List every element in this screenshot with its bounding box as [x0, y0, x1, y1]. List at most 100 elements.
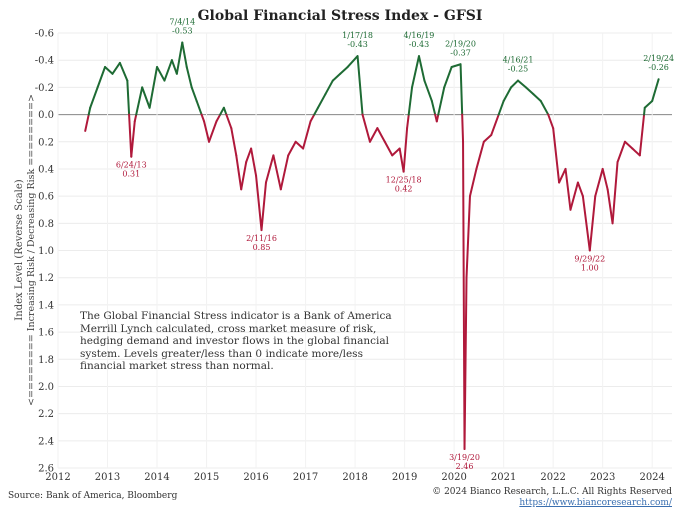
x-tick-label: 2012 — [45, 472, 70, 483]
website-link[interactable]: https://www.biancoresearch.com/ — [519, 498, 672, 508]
series-segment — [651, 78, 660, 102]
series-segment — [156, 65, 166, 82]
y-tick-label: 0.6 — [38, 192, 54, 203]
y-tick-label: 1.6 — [38, 328, 54, 339]
annotation-value: -0.43 — [347, 40, 368, 49]
series-segment — [588, 195, 597, 252]
series-segment — [89, 86, 99, 109]
series-segment — [264, 154, 275, 184]
annotation-value: 2.46 — [456, 462, 474, 471]
series-segment — [482, 133, 493, 143]
series-segment — [346, 55, 359, 68]
annotation-value: -0.53 — [172, 27, 193, 36]
series-segment — [148, 65, 159, 109]
series-segment — [594, 167, 604, 198]
y-tick-label: 0.8 — [38, 219, 54, 230]
series-segment — [208, 120, 218, 143]
series-segment — [163, 59, 173, 82]
annotation-date: 6/24/13 — [116, 161, 147, 170]
series-segment — [313, 106, 319, 116]
series-segment — [279, 154, 290, 191]
series-segment — [128, 113, 133, 158]
series-segment — [181, 41, 188, 68]
series-segment — [135, 86, 144, 116]
series-segment — [524, 86, 535, 96]
series-segment — [532, 93, 542, 102]
series-segment — [96, 65, 107, 89]
x-tick-label: 2020 — [441, 472, 466, 483]
series-segment — [643, 106, 646, 116]
series-segment — [175, 41, 184, 75]
series-segment — [87, 106, 92, 116]
series-segment — [133, 113, 138, 123]
series-line — [84, 41, 660, 450]
series-segment — [230, 127, 238, 157]
y-tick-label: 1.2 — [38, 273, 54, 284]
series-segment — [417, 55, 426, 82]
series-segment — [638, 113, 646, 157]
series-segment — [402, 127, 409, 173]
series-segment — [517, 79, 527, 89]
y-axis-label: Index Level (Reverse Scale) — [14, 179, 25, 320]
series-segment — [547, 113, 555, 130]
y-axis-ticks: -0.6 -0.4 -0.2 0.0 0.2 0.4 0.6 0.8 1.0 1.2 1.4 1.6 1… — [35, 29, 54, 475]
series-segment — [203, 120, 211, 143]
annotation-date: 1/17/18 — [342, 31, 373, 40]
series-segment — [497, 99, 505, 116]
series-segment — [601, 167, 609, 191]
series-segment — [368, 127, 379, 143]
series-segment — [510, 79, 520, 89]
series-segment — [430, 99, 437, 116]
annotation-date: 2/19/24 — [643, 54, 674, 63]
annotation-value: -0.25 — [508, 65, 529, 74]
series-segment — [250, 147, 258, 177]
x-axis-ticks: 2012 2013 2014 2015 2016 2017 2018 2019 2020 2021… — [45, 472, 665, 483]
annotation-date: 9/29/22 — [574, 255, 605, 264]
y-axis-label-risk: <======== Increasing Risk / Decreasing R… — [26, 94, 37, 406]
annotation-date: 2/19/20 — [445, 39, 476, 48]
x-tick-label: 2015 — [194, 472, 219, 483]
annotations: 6/24/130.31 7/4/14-0.53 2/11/160.85 1/17/18… — [116, 18, 674, 471]
series-segment — [170, 59, 178, 75]
series-segment — [569, 181, 579, 211]
annotation-date: 12/25/18 — [386, 176, 422, 185]
series-segment — [459, 63, 464, 116]
series-segment — [111, 61, 121, 75]
series-segment — [200, 113, 206, 123]
x-tick-label: 2021 — [491, 472, 516, 483]
series-segment — [225, 113, 233, 130]
annotation-date: 4/16/21 — [503, 56, 534, 65]
series-segment — [240, 161, 248, 191]
x-tick-label: 2014 — [144, 472, 169, 483]
annotation-date: 4/16/19 — [404, 31, 435, 40]
annotation-date: 3/19/20 — [449, 453, 480, 462]
series-segment — [185, 65, 193, 89]
series-segment — [558, 167, 567, 184]
chart-note: The Global Financial Stress indicator is… — [80, 310, 392, 372]
y-tick-label: -0.4 — [35, 56, 54, 67]
annotation-value: -0.37 — [450, 48, 471, 57]
x-tick-label: 2016 — [243, 472, 268, 483]
series-segment — [611, 161, 619, 225]
series-segment — [316, 93, 327, 109]
series-segment — [465, 195, 471, 279]
series-segment — [411, 55, 420, 89]
series-segment — [407, 86, 414, 116]
series-segment — [581, 195, 591, 252]
series-segment — [309, 113, 316, 123]
y-tick-label: -0.6 — [35, 29, 54, 40]
series-segment — [437, 86, 446, 116]
series-segment — [104, 65, 114, 75]
y-tick-label: 2.6 — [38, 464, 54, 475]
y-tick-label: 2.2 — [38, 409, 54, 420]
copyright-text: © 2024 Bianco Research, L.L.C. All Right… — [432, 487, 672, 497]
series-segment — [539, 99, 550, 116]
series-segment — [490, 113, 500, 136]
series-segment — [643, 99, 654, 109]
series-segment — [255, 174, 263, 232]
series-segment — [190, 86, 198, 102]
series-segment — [450, 63, 462, 68]
series-segment — [552, 127, 561, 184]
series-segment — [302, 120, 312, 150]
